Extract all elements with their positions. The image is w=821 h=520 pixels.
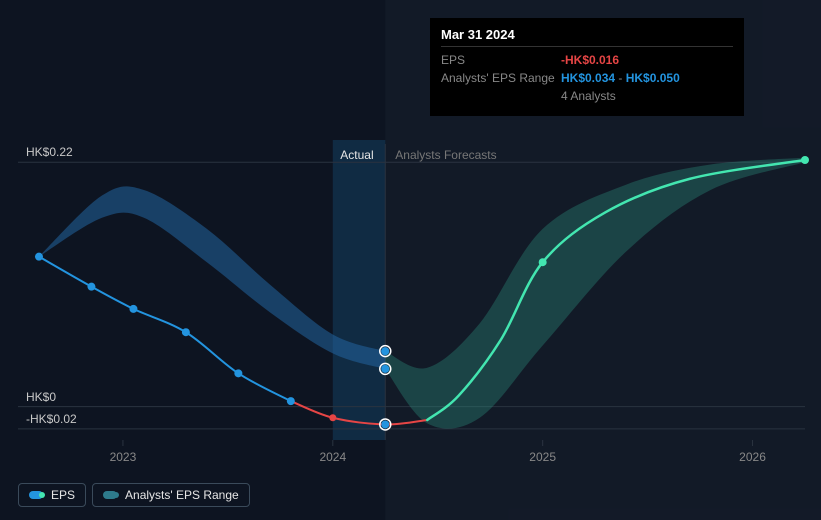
tooltip-row-eps: EPS -HK$0.016: [441, 51, 733, 69]
legend-item-range[interactable]: Analysts' EPS Range: [92, 483, 250, 507]
legend-swatch-range: [103, 491, 117, 499]
legend: EPS Analysts' EPS Range: [18, 483, 250, 507]
x-tick-label: 2025: [529, 450, 556, 464]
y-tick-label: HK$0: [26, 390, 56, 404]
chart-tooltip: Mar 31 2024 EPS -HK$0.016 Analysts' EPS …: [430, 18, 744, 116]
actual-region-label: Actual: [340, 148, 373, 162]
legend-swatch-eps: [29, 491, 43, 499]
y-tick-label: -HK$0.02: [26, 412, 77, 426]
tooltip-divider: [441, 46, 733, 47]
tooltip-range-low: HK$0.034: [561, 71, 615, 85]
eps-chart: HK$0.22 HK$0 -HK$0.02 2023 2024 2025 202…: [0, 0, 821, 520]
tooltip-table: EPS -HK$0.016 Analysts' EPS Range HK$0.0…: [441, 51, 733, 105]
tooltip-date: Mar 31 2024: [441, 27, 733, 42]
tooltip-analysts-count: 4 Analysts: [561, 87, 733, 105]
tooltip-range-label: Analysts' EPS Range: [441, 69, 561, 87]
tooltip-range-sep: -: [615, 71, 626, 85]
tooltip-eps-value: -HK$0.016: [561, 53, 619, 67]
x-tick-label: 2023: [110, 450, 137, 464]
forecast-region-label: Analysts Forecasts: [395, 148, 496, 162]
tooltip-row-range: Analysts' EPS Range HK$0.034 - HK$0.050: [441, 69, 733, 87]
legend-label-range: Analysts' EPS Range: [125, 488, 239, 502]
legend-label-eps: EPS: [51, 488, 75, 502]
y-tick-label: HK$0.22: [26, 145, 73, 159]
x-tick-label: 2024: [319, 450, 346, 464]
legend-item-eps[interactable]: EPS: [18, 483, 86, 507]
tooltip-eps-label: EPS: [441, 51, 561, 69]
tooltip-row-analysts: 4 Analysts: [441, 87, 733, 105]
tooltip-range-high: HK$0.050: [626, 71, 680, 85]
x-tick-label: 2026: [739, 450, 766, 464]
